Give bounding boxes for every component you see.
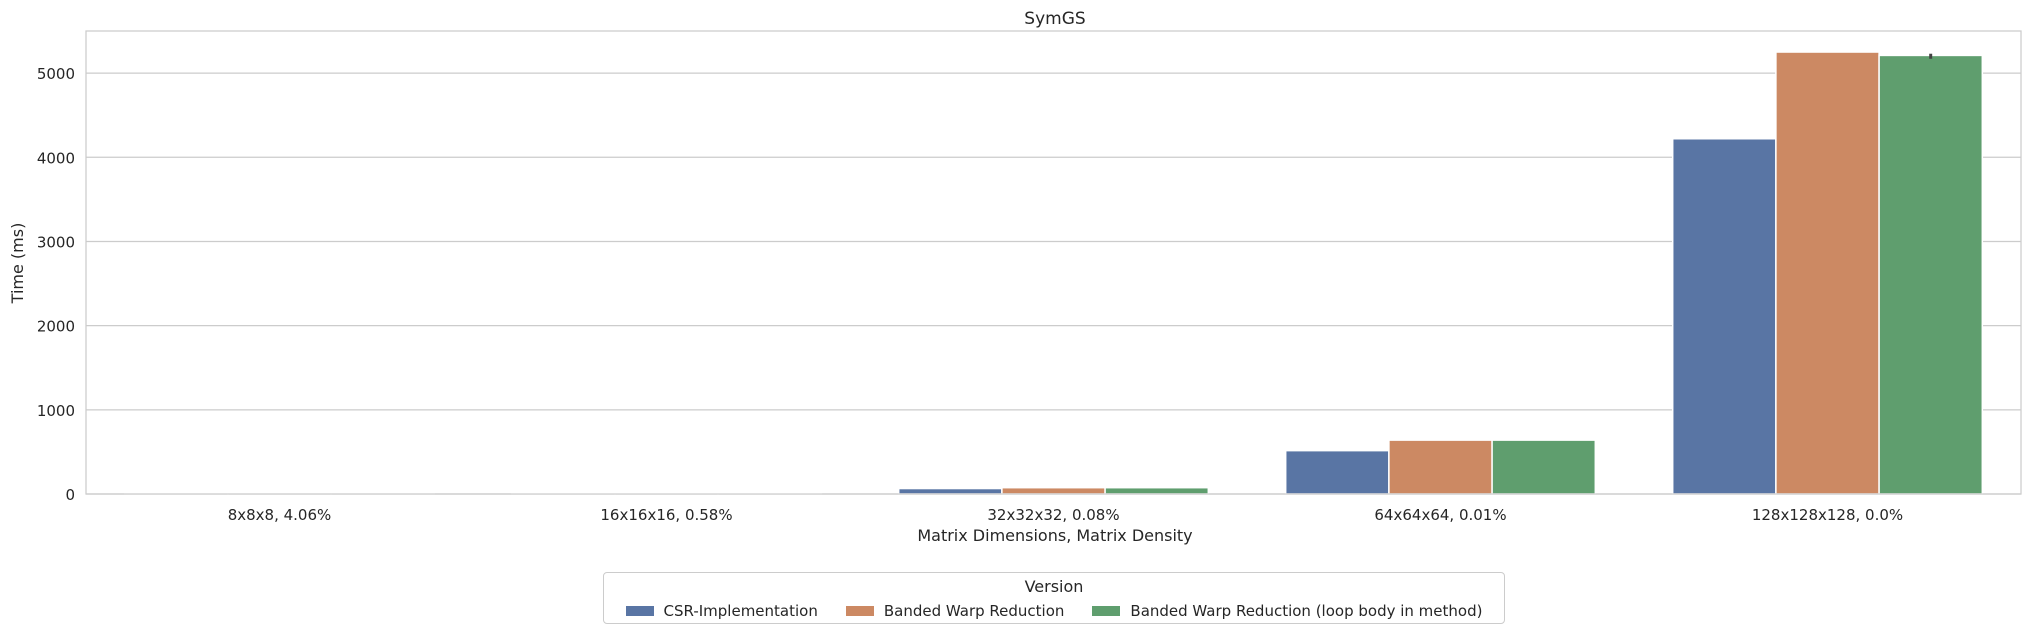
y-ticks: 0 1000 2000 3000 4000 5000 [37,65,75,504]
legend-items: CSR-Implementation Banded Warp Reduction B… [604,602,1504,620]
chart-title: SymGS [1024,9,1085,29]
bar [1284,449,1390,495]
y-tick-label: 0 [65,486,75,504]
legend-item: Banded Warp Reduction (loop body in meth… [1092,602,1482,620]
legend-item: Banded Warp Reduction [845,602,1065,620]
x-tick-label: 16x16x16, 0.58% [600,506,732,524]
legend-swatch [845,606,874,616]
x-axis-label: Matrix Dimensions, Matrix Density [917,526,1192,545]
x-tick-label: 128x128x128, 0.0% [1752,506,1903,524]
legend-swatch [625,606,654,616]
y-tick-label: 5000 [37,65,75,83]
legend-label: CSR-Implementation [663,602,818,620]
bar [1775,51,1880,495]
bar [1491,439,1597,495]
bar [1001,486,1106,495]
bar [1104,486,1210,495]
legend-title: Version [1024,577,1084,596]
bar [1388,439,1493,495]
y-tick-label: 4000 [37,149,75,167]
plot-frame [85,30,2022,495]
x-tick-label: 32x32x32, 0.08% [987,506,1119,524]
legend-label: Banded Warp Reduction (loop body in meth… [1130,602,1483,620]
y-axis-label: Time (ms) [8,223,27,305]
y-tick-label: 2000 [37,318,75,336]
x-ticks: 8x8x8, 4.06% 16x16x16, 0.58% 32x32x32, 0.0… [228,506,1903,524]
legend: Version CSR-Implementation Banded Warp Re… [603,572,1505,624]
y-tick-label: 3000 [37,233,75,251]
legend-swatch [1092,606,1121,616]
x-tick-label: 8x8x8, 4.06% [228,506,332,524]
bar [897,487,1003,495]
bars [123,51,1984,495]
x-tick-label: 64x64x64, 0.01% [1374,506,1506,524]
bar [1878,54,1984,495]
y-tick-label: 1000 [37,402,75,420]
bar [1671,138,1777,495]
legend-label: Banded Warp Reduction [883,602,1065,620]
legend-item: CSR-Implementation [625,602,818,620]
